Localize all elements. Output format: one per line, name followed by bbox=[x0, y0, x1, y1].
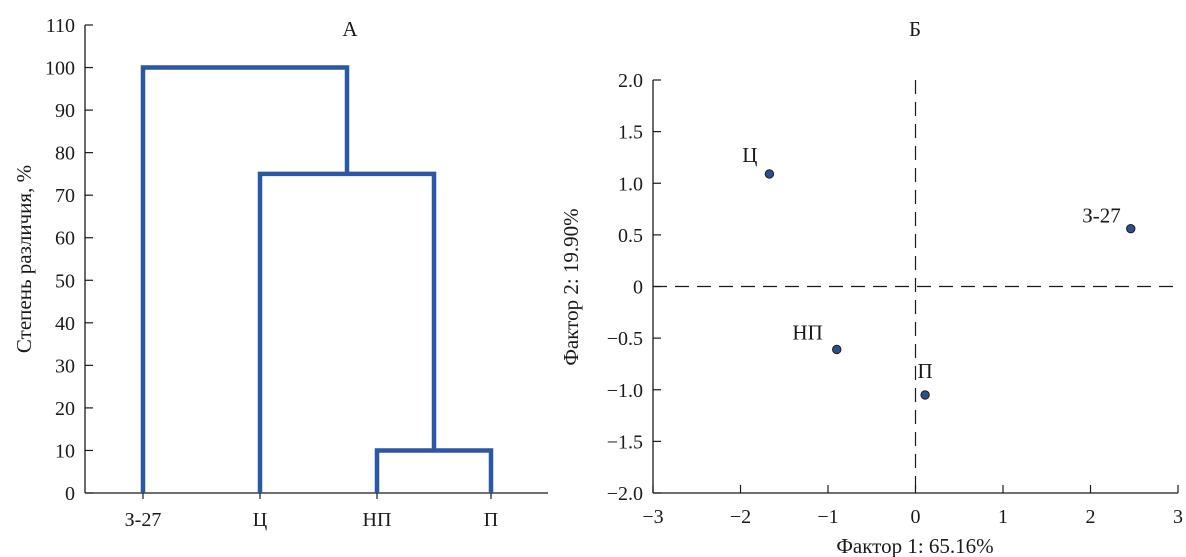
scatter-y-axis-label: Фактор 2: 19.90% bbox=[559, 208, 583, 365]
dendrogram-y-tick-label: 20 bbox=[55, 398, 75, 420]
scatter-y-tick-label: −1.5 bbox=[607, 431, 643, 453]
scatter-x-tick-label: −1 bbox=[817, 506, 838, 528]
dendrogram-link bbox=[257, 171, 437, 493]
scatter-x-tick-label: 3 bbox=[1173, 506, 1183, 528]
scatter-x-axis-label: Фактор 1: 65.16% bbox=[836, 534, 993, 557]
scatter-x-tick-label: −2 bbox=[730, 506, 751, 528]
scatter-points: Ц З-27 НП П bbox=[742, 143, 1136, 400]
scatter-point bbox=[920, 390, 930, 400]
dendrogram-link bbox=[140, 65, 350, 493]
scatter-point bbox=[832, 344, 842, 355]
scatter-x-tick-label: −3 bbox=[642, 506, 663, 528]
scatter-y-tick-label: 0 bbox=[633, 277, 643, 299]
scatter-panel: Б Фактор 2: 19.90% Фактор 1: 65.16% 2.0 1… bbox=[559, 17, 1183, 557]
dendrogram-leaf-labels: З-27 Ц НП П bbox=[125, 493, 498, 531]
dendrogram-y-tick-label: 50 bbox=[55, 270, 75, 292]
dendrogram-link bbox=[374, 448, 494, 493]
scatter-point-label: П bbox=[918, 359, 933, 383]
scatter-point bbox=[1126, 223, 1136, 234]
dendrogram-leaf-label: НП bbox=[363, 509, 392, 531]
dendrogram-y-tick-label: 30 bbox=[55, 355, 75, 377]
dendrogram-y-tick-label: 90 bbox=[55, 100, 75, 122]
dendrogram-y-tick-label: 40 bbox=[55, 313, 75, 335]
scatter-y-tick-label: −2.0 bbox=[607, 483, 643, 505]
dendrogram-y-tick-label: 0 bbox=[65, 483, 75, 505]
panel-b-title: Б bbox=[909, 17, 921, 41]
dendrogram-panel: А Степень различия, % 0 10 20 30 40 50 60 70 80 9… bbox=[12, 15, 548, 531]
scatter-x-tick-label: 1 bbox=[998, 506, 1008, 528]
dendrogram-y-ticks: 0 10 20 30 40 50 60 70 80 90 100 110 bbox=[45, 15, 93, 505]
scatter-y-tick-label: −1.0 bbox=[607, 380, 643, 402]
dendrogram-links bbox=[140, 65, 494, 493]
dendrogram-y-tick-label: 110 bbox=[46, 15, 75, 37]
dendrogram-y-tick-label: 100 bbox=[45, 58, 75, 80]
scatter-y-tick-label: −0.5 bbox=[607, 328, 643, 350]
scatter-point-label: З-27 bbox=[1082, 204, 1121, 228]
scatter-y-ticks: 2.0 1.5 1.0 0.5 0 −0.5 −1.0 −1.5 −2.0 bbox=[607, 70, 661, 505]
scatter-x-tick-label: 0 bbox=[911, 506, 921, 528]
dendrogram-y-axis-label: Степень различия, % bbox=[12, 165, 36, 353]
scatter-x-tick-label: 2 bbox=[1086, 506, 1096, 528]
dendrogram-y-tick-label: 80 bbox=[55, 143, 75, 165]
scatter-y-tick-label: 1.0 bbox=[618, 173, 643, 195]
scatter-y-tick-label: 0.5 bbox=[618, 225, 643, 247]
dendrogram-leaf-label: П bbox=[484, 509, 498, 531]
dendrogram-leaf-label: Ц bbox=[253, 509, 267, 531]
panel-a-title: А bbox=[342, 17, 358, 41]
dendrogram-leaf-label: З-27 bbox=[125, 509, 162, 531]
scatter-point-label: НП bbox=[792, 320, 822, 344]
dendrogram-y-tick-label: 70 bbox=[55, 185, 75, 207]
scatter-point-label: Ц bbox=[742, 143, 757, 167]
dendrogram-y-tick-label: 60 bbox=[55, 228, 75, 250]
scatter-point bbox=[764, 169, 775, 179]
scatter-y-tick-label: 2.0 bbox=[618, 70, 643, 92]
scatter-y-tick-label: 1.5 bbox=[618, 122, 643, 144]
dendrogram-y-tick-label: 10 bbox=[55, 440, 75, 462]
scatter-x-ticks: −3 −2 −1 0 1 2 3 bbox=[642, 485, 1183, 528]
